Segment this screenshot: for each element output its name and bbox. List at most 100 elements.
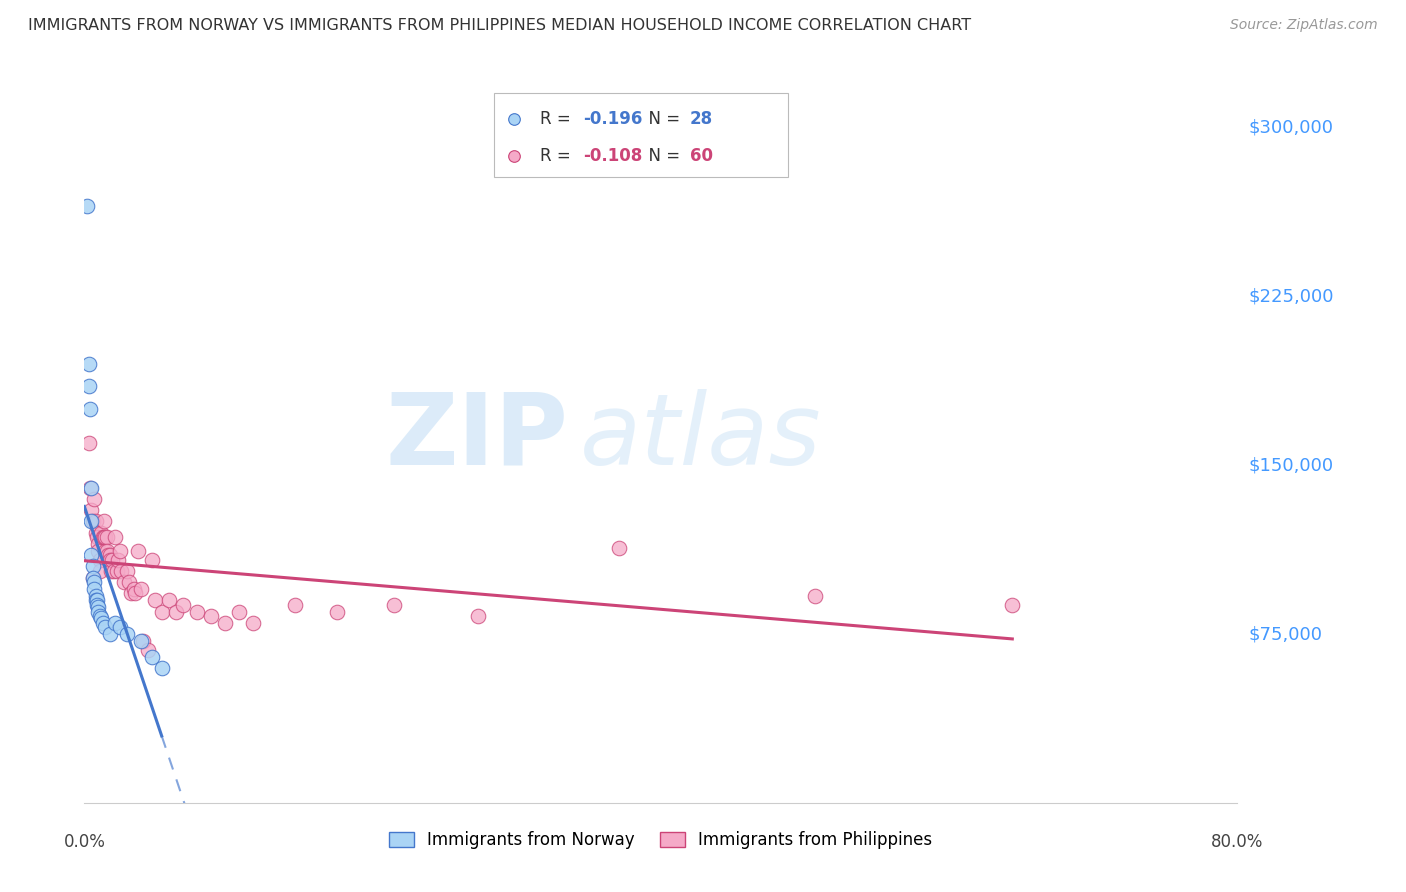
Text: $150,000: $150,000	[1249, 456, 1333, 475]
Point	[90, 525, 112, 540]
Point	[120, 586, 142, 600]
Point	[118, 575, 141, 590]
Point	[90, 611, 112, 625]
Point	[228, 605, 250, 619]
Point	[143, 593, 166, 607]
Point	[76, 199, 98, 213]
Point	[84, 593, 107, 607]
Point	[382, 598, 405, 612]
Point	[165, 605, 187, 619]
Point	[94, 530, 117, 544]
Point	[87, 537, 110, 551]
Point	[129, 633, 152, 648]
Point	[127, 543, 149, 558]
Point	[150, 605, 173, 619]
Point	[80, 515, 103, 529]
Point	[89, 609, 111, 624]
Point	[1001, 598, 1024, 612]
Point	[94, 620, 117, 634]
Legend: Immigrants from Norway, Immigrants from Philippines: Immigrants from Norway, Immigrants from …	[389, 831, 932, 849]
Point	[598, 796, 620, 810]
Point	[83, 582, 105, 596]
Point	[804, 589, 827, 603]
Point	[172, 598, 194, 612]
Point	[104, 530, 127, 544]
Point	[110, 564, 132, 578]
Text: -0.108: -0.108	[583, 147, 643, 165]
Point	[115, 564, 138, 578]
Point	[83, 491, 105, 506]
Point	[112, 575, 135, 590]
Point	[129, 582, 152, 596]
Point	[77, 379, 100, 393]
Point	[122, 582, 145, 596]
Point	[80, 481, 103, 495]
Point	[86, 598, 108, 612]
Point	[242, 615, 264, 630]
Text: 80.0%: 80.0%	[1211, 833, 1264, 851]
Point	[186, 605, 208, 619]
Text: $300,000: $300,000	[1249, 119, 1333, 136]
Point	[77, 357, 100, 371]
FancyBboxPatch shape	[494, 94, 787, 178]
Text: Source: ZipAtlas.com: Source: ZipAtlas.com	[1230, 18, 1378, 32]
Text: R =: R =	[540, 147, 576, 165]
Text: 60: 60	[690, 147, 713, 165]
Point	[132, 633, 155, 648]
Point	[91, 530, 114, 544]
Point	[89, 553, 111, 567]
Point	[104, 615, 127, 630]
Text: ZIP: ZIP	[385, 389, 568, 485]
Point	[141, 649, 163, 664]
Point	[157, 593, 180, 607]
Text: IMMIGRANTS FROM NORWAY VS IMMIGRANTS FROM PHILIPPINES MEDIAN HOUSEHOLD INCOME CO: IMMIGRANTS FROM NORWAY VS IMMIGRANTS FRO…	[28, 18, 972, 33]
Text: 0.0%: 0.0%	[63, 833, 105, 851]
Point	[103, 564, 125, 578]
Point	[94, 543, 117, 558]
Point	[98, 548, 121, 562]
Point	[108, 620, 131, 634]
Point	[100, 564, 122, 578]
Point	[607, 541, 630, 556]
Text: atlas: atlas	[581, 389, 821, 485]
Point	[115, 627, 138, 641]
Point	[91, 615, 114, 630]
Point	[79, 401, 101, 416]
Point	[79, 481, 101, 495]
Text: $225,000: $225,000	[1249, 287, 1334, 305]
Point	[84, 525, 107, 540]
Point	[467, 609, 489, 624]
Point	[82, 559, 104, 574]
Point	[101, 553, 124, 567]
Point	[200, 609, 222, 624]
Point	[136, 642, 159, 657]
Point	[83, 575, 105, 590]
Point	[214, 615, 236, 630]
Point	[77, 435, 100, 450]
Point	[87, 543, 110, 558]
Point	[97, 548, 120, 562]
Point	[98, 627, 121, 641]
Point	[84, 515, 107, 529]
Point	[150, 661, 173, 675]
Point	[86, 530, 108, 544]
Point	[105, 564, 128, 578]
Point	[96, 530, 118, 544]
Point	[82, 571, 104, 585]
Text: $75,000: $75,000	[1249, 625, 1323, 643]
Point	[82, 571, 104, 585]
Point	[96, 543, 118, 558]
Point	[326, 605, 349, 619]
Point	[124, 586, 146, 600]
Text: N =: N =	[638, 147, 685, 165]
Point	[87, 605, 110, 619]
Point	[87, 599, 110, 614]
Text: N =: N =	[638, 110, 685, 128]
Point	[80, 548, 103, 562]
Text: 28: 28	[690, 110, 713, 128]
Text: -0.196: -0.196	[583, 110, 643, 128]
Point	[82, 515, 104, 529]
Point	[93, 515, 115, 529]
Point	[93, 530, 115, 544]
Point	[98, 553, 121, 567]
